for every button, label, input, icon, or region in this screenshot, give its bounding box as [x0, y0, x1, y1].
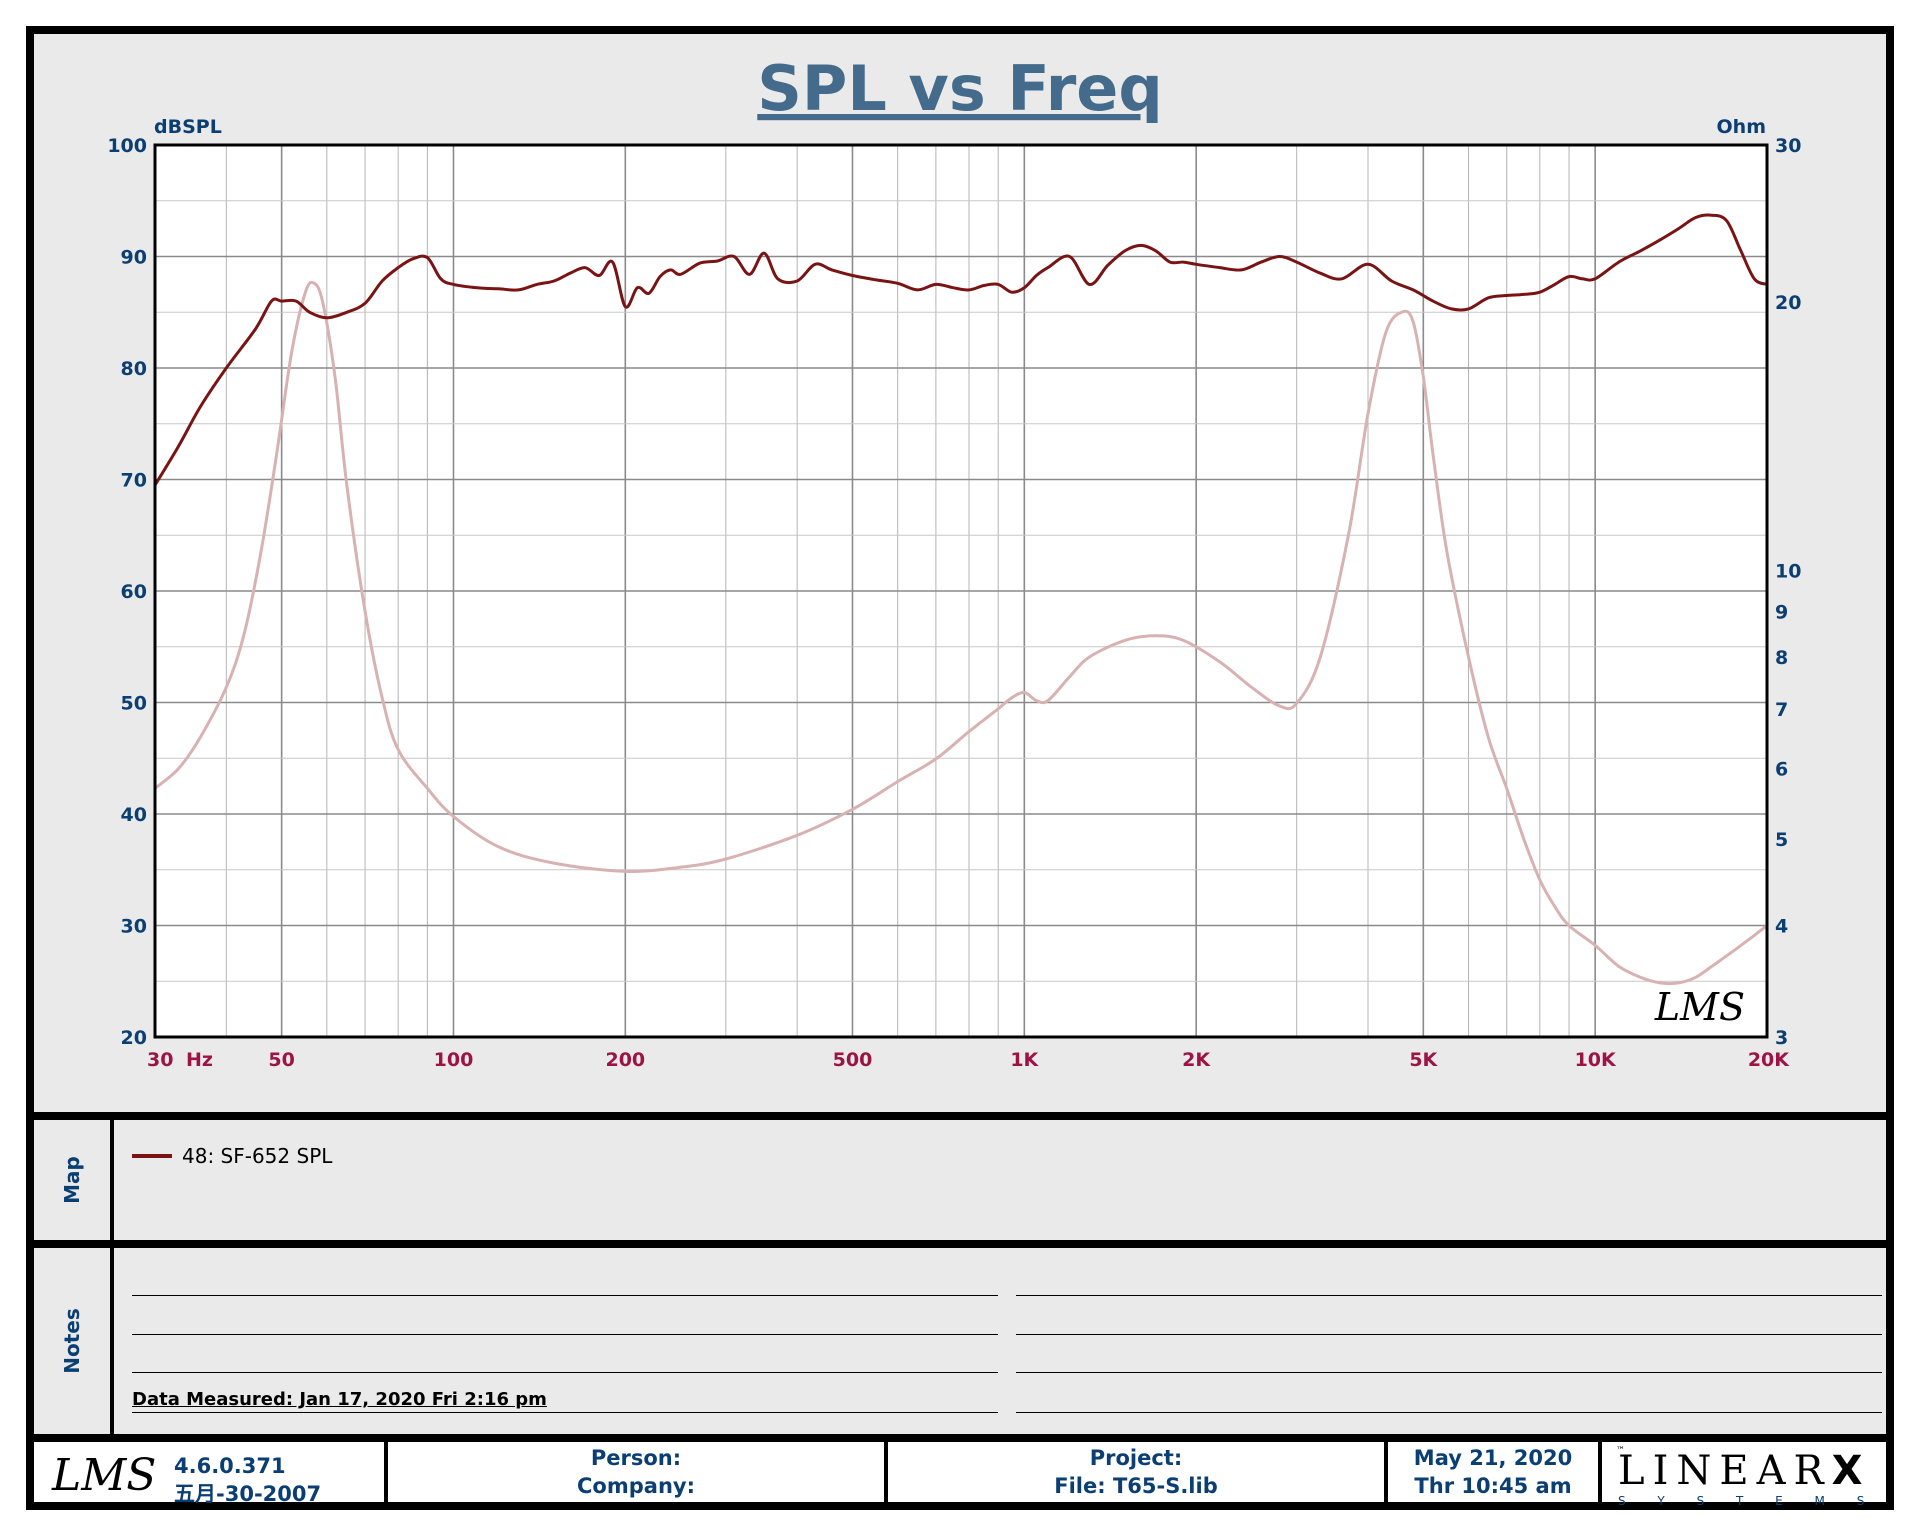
x-tick-label: 100 — [434, 1049, 474, 1071]
version-number: 4.6.0.371 — [174, 1454, 286, 1478]
x-tick-label: 30 — [147, 1049, 173, 1071]
plot-border — [153, 143, 1769, 1039]
y-tick-label: 60 — [121, 581, 147, 603]
brand-name: LINEAR — [1618, 1448, 1832, 1494]
note-line — [132, 1295, 998, 1296]
note-line — [132, 1412, 998, 1413]
chart-logo: LMS — [1654, 985, 1745, 1029]
y-tick-label: 40 — [121, 804, 147, 826]
project-label: Project: — [1089, 1446, 1183, 1470]
footer-person-cell: Person: Company: — [388, 1442, 888, 1502]
y-tick-label: 100 — [107, 135, 147, 157]
notes-section: Notes Data Measured: Jan 17, 2020 Fri 2:… — [26, 1240, 1894, 1434]
x-tick-label: 10K — [1575, 1049, 1617, 1071]
brand-sub: S Y S T E M S — [1618, 1494, 1879, 1508]
footer-version-cell: LMS 4.6.0.371 五月-30-2007 — [34, 1442, 388, 1506]
legend-entry[interactable]: 48: SF-652 SPL — [132, 1144, 332, 1168]
y-tick-label: 20 — [121, 1027, 147, 1049]
note-line — [132, 1372, 998, 1373]
x-tick-label: 50 — [268, 1049, 294, 1071]
y2-tick-label: 7 — [1775, 699, 1788, 721]
person-label: Person: — [590, 1446, 682, 1470]
y2-tick-label: 10 — [1775, 561, 1801, 583]
spl-line — [153, 213, 1768, 486]
y2-tick-label: 4 — [1775, 916, 1788, 938]
note-line — [1016, 1372, 1882, 1373]
map-label: Map — [34, 1120, 114, 1240]
file-label: File: T65-S.lib — [1054, 1474, 1218, 1498]
footer-time: Thr 10:45 am — [1414, 1474, 1572, 1498]
data-measured: Data Measured: Jan 17, 2020 Fri 2:16 pm — [132, 1389, 547, 1410]
y-tick-label: 90 — [121, 247, 147, 269]
x-tick-label: 20K — [1748, 1049, 1790, 1071]
note-line — [1016, 1412, 1882, 1413]
notes-label: Notes — [34, 1248, 114, 1434]
brand-tm: ™ — [1616, 1446, 1625, 1456]
y-tick-label: 80 — [121, 358, 147, 380]
y-tick-label: 30 — [121, 916, 147, 938]
impedance-line — [154, 280, 1768, 986]
brand-x: X — [1831, 1448, 1863, 1494]
note-line — [1016, 1295, 1882, 1296]
y-axis-label: dBSPL — [154, 116, 222, 138]
company-label: Company: — [577, 1474, 695, 1498]
footer: LMS 4.6.0.371 五月-30-2007 Person: Company… — [26, 1434, 1894, 1510]
brand-logo: ™ LINEARX S Y S T E M S — [1602, 1442, 1886, 1508]
x-tick-label: 1K — [1010, 1049, 1039, 1071]
y2-tick-label: 9 — [1775, 601, 1788, 623]
x-tick-label: 5K — [1409, 1049, 1438, 1071]
x-tick-label: 200 — [605, 1049, 645, 1071]
footer-project-cell: Project: File: T65-S.lib — [888, 1442, 1388, 1502]
chart-svg: SPL vs Freq dBSPL Ohm Hz 203040506070809… — [107, 52, 1801, 1071]
y-tick-label: 50 — [121, 693, 147, 715]
x-tick-label: 500 — [833, 1049, 873, 1071]
y2-axis-label: Ohm — [1717, 116, 1766, 138]
y2-tick-label: 3 — [1775, 1027, 1788, 1049]
footer-date-cell: May 21, 2020 Thr 10:45 am — [1388, 1442, 1602, 1502]
footer-date: May 21, 2020 — [1413, 1446, 1573, 1470]
version-date: 五月-30-2007 — [174, 1482, 322, 1506]
legend-swatch — [132, 1154, 172, 1158]
y2-tick-label: 8 — [1775, 647, 1788, 669]
y2-tick-label: 30 — [1775, 135, 1801, 157]
y2-tick-label: 20 — [1775, 292, 1801, 314]
x-tick-label: 2K — [1182, 1049, 1211, 1071]
x-axis-unit: Hz — [186, 1049, 213, 1071]
y2-tick-label: 6 — [1775, 758, 1788, 780]
footer-logo: LMS — [52, 1450, 157, 1501]
note-line — [132, 1334, 998, 1335]
y-tick-label: 70 — [121, 470, 147, 492]
y2-tick-label: 5 — [1775, 829, 1788, 851]
chart-title: SPL vs Freq — [757, 52, 1162, 125]
note-line — [1016, 1334, 1882, 1335]
map-section: Map 48: SF-652 SPL — [26, 1112, 1894, 1240]
legend-label: 48: SF-652 SPL — [182, 1144, 333, 1168]
